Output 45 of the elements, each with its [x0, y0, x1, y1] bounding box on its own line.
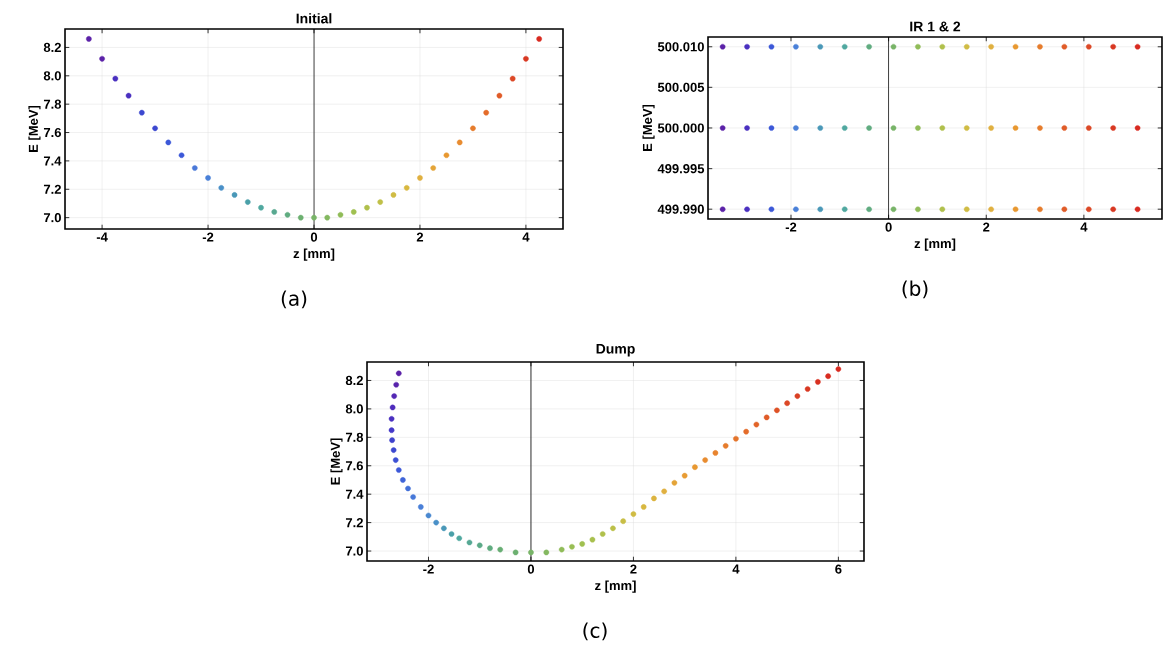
y-tick-label: 499.995 — [657, 164, 705, 174]
y-tick-label: 7.2 — [43, 184, 61, 194]
y-tick-label: 8.0 — [43, 71, 61, 81]
y-axis-title: E [MeV] — [28, 105, 41, 152]
x-tick-label: 2 — [416, 232, 424, 242]
y-tick-label: 7.0 — [43, 213, 61, 223]
y-tick-label: 7.2 — [345, 518, 363, 528]
y-tick-label: 7.8 — [345, 432, 364, 442]
chart-title: IR 1 & 2 — [910, 21, 961, 32]
y-tick-label: 7.6 — [345, 461, 363, 471]
x-tick-label: 0 — [527, 564, 535, 574]
chart-title: Dump — [596, 343, 635, 357]
y-tick-label: 8.2 — [43, 42, 61, 53]
x-tick-label: 4 — [732, 564, 740, 574]
x-axis-title: z [mm] — [914, 238, 956, 251]
text: (a) — [281, 290, 307, 309]
y-tick-label: 7.4 — [43, 156, 62, 166]
x-tick-label: 4 — [1080, 222, 1088, 232]
x-tick-label: 2 — [983, 222, 990, 232]
y-tick-label: 499.990 — [657, 204, 704, 214]
y-tick-label: 7.4 — [345, 489, 364, 499]
y-tick-label: 7.8 — [43, 99, 62, 109]
text: (b) — [902, 280, 928, 299]
y-tick-label: 500.000 — [657, 123, 704, 133]
x-tick-label: -2 — [785, 222, 797, 232]
y-tick-label: 500.005 — [657, 82, 705, 92]
x-tick-label: 4 — [522, 232, 530, 242]
x-tick-label: 2 — [630, 564, 637, 574]
chart-title: Initial — [296, 13, 332, 24]
x-tick-label: 0 — [885, 222, 892, 232]
x-axis-title: z [mm] — [595, 580, 636, 593]
x-tick-label: -4 — [96, 232, 108, 242]
y-tick-label: 7.6 — [43, 127, 61, 138]
x-tick-label: -2 — [202, 232, 214, 242]
y-tick-label: 7.0 — [345, 546, 363, 556]
y-axis-title: E [MeV] — [330, 438, 343, 485]
x-tick-label: -2 — [423, 564, 434, 574]
y-axis-title: E [MeV] — [642, 104, 655, 151]
y-tick-label: 8.2 — [345, 375, 363, 386]
x-tick-label: 0 — [310, 232, 318, 242]
text: (c) — [583, 622, 607, 641]
x-axis-title: z [mm] — [293, 248, 335, 261]
y-tick-label: 8.0 — [345, 404, 363, 414]
x-tick-label: 6 — [835, 564, 842, 574]
y-tick-label: 500.010 — [657, 42, 704, 52]
